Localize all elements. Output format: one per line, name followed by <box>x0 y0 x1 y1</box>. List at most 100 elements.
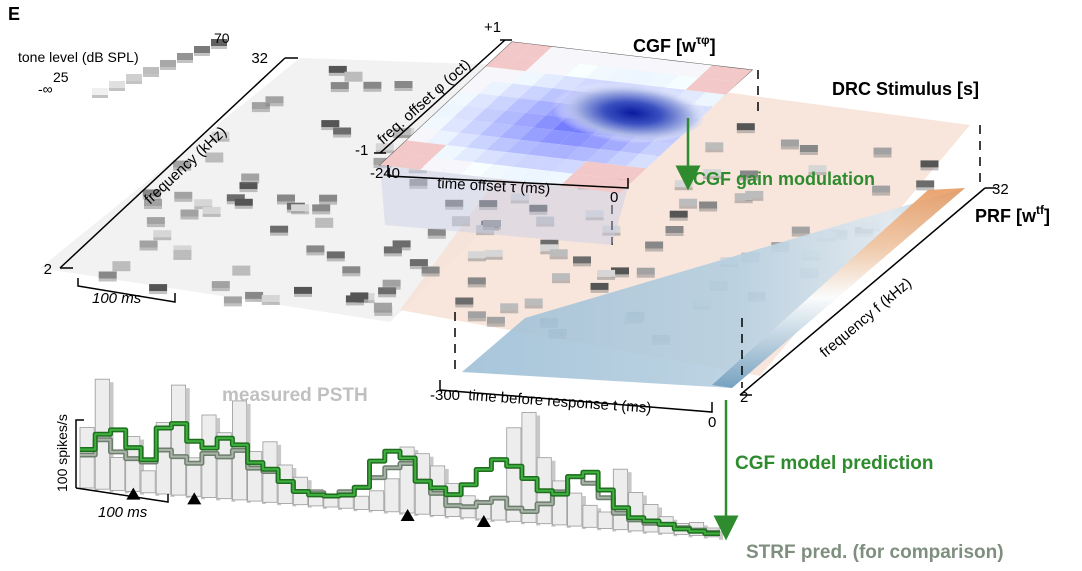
tone-block <box>312 204 331 212</box>
tone-block-side <box>146 224 165 228</box>
tone-block-side <box>205 159 224 163</box>
cgf-cell <box>619 139 653 154</box>
tone-block-side <box>392 247 411 251</box>
tone-block <box>223 296 242 304</box>
cgf-cell <box>479 122 513 138</box>
tone-block-side <box>409 185 428 189</box>
cgf-cell <box>466 135 500 150</box>
psth-bar <box>597 511 613 529</box>
tone-block <box>251 102 270 110</box>
cgf-cell <box>593 163 627 179</box>
tone-block <box>277 194 295 202</box>
tone-block-side <box>373 309 392 313</box>
prf-time-right: 0 <box>708 414 716 431</box>
tone-block <box>330 82 349 90</box>
tone-block <box>705 142 724 150</box>
stimulus-time-scale <box>77 278 176 303</box>
tone-block <box>173 249 192 257</box>
cgf-cell <box>432 103 466 119</box>
tone-block-side <box>306 252 325 256</box>
legend-level-block <box>92 88 108 95</box>
tone-block <box>699 201 718 209</box>
tone-block-side <box>356 300 375 304</box>
tone-block-side <box>392 135 411 139</box>
tone-block <box>665 226 684 233</box>
tone-block <box>144 199 162 206</box>
tone-block-side <box>232 272 251 276</box>
legend-level-block <box>109 81 125 88</box>
cgf-cell <box>566 146 600 162</box>
cgf-cell <box>705 80 739 95</box>
legend-grey-scale <box>92 39 227 98</box>
psth-y-scale <box>75 419 84 488</box>
tone-block-side <box>241 180 260 184</box>
cgf-cell <box>558 49 592 64</box>
tone-block <box>524 298 543 306</box>
psth-bar <box>140 470 156 494</box>
tone-block-side <box>524 305 543 309</box>
tone-block-side <box>98 278 117 282</box>
cgf-cell <box>460 162 494 177</box>
cgf-cell <box>486 95 520 111</box>
cgf-time-axis <box>387 165 629 189</box>
tone-block-side <box>408 170 427 174</box>
tone-block-side <box>328 72 347 76</box>
tone-block-side <box>780 146 799 150</box>
tone-block <box>142 189 161 197</box>
prf-freq-bottom: 2 <box>740 389 748 406</box>
tone-block-side <box>394 88 413 91</box>
tone-block-side <box>791 233 810 237</box>
cgf-title: CGF [wτφ] <box>633 33 716 56</box>
tone-block-side <box>455 304 474 308</box>
tone-block <box>202 206 221 214</box>
tone-block <box>180 209 199 217</box>
tone-block <box>383 246 402 254</box>
tone-block <box>421 266 440 274</box>
cgf-cell <box>439 118 473 133</box>
legend-mid: 25 <box>53 69 69 85</box>
tone-block-side <box>312 211 331 215</box>
tone-block <box>549 249 568 257</box>
cgf-freq-bottom: -1 <box>355 142 368 159</box>
cgf-cell <box>685 77 719 93</box>
tone-block <box>375 143 394 151</box>
psth-time-scale <box>75 487 169 503</box>
tone-block-side <box>590 289 609 293</box>
tone-block <box>486 316 505 324</box>
tone-block-side <box>552 280 570 284</box>
cgf-cell <box>580 176 614 191</box>
cgf-cell <box>413 142 447 158</box>
tone-block <box>455 297 474 305</box>
psth-bar <box>384 478 400 513</box>
tone-block-side <box>319 201 338 205</box>
cgf-freq-top: +1 <box>484 19 501 36</box>
tone-block-side <box>173 167 192 171</box>
tone-block-side <box>679 205 698 209</box>
cgf-cell <box>498 42 532 57</box>
tone-block <box>173 160 192 168</box>
tone-block-side <box>920 167 939 171</box>
tone-block-side <box>315 224 334 228</box>
prf-plane <box>462 188 965 388</box>
tone-block <box>234 198 253 206</box>
legend-max: 70 <box>214 30 230 46</box>
tone-block <box>427 228 446 236</box>
tone-block-side <box>486 323 505 327</box>
tone-block-side <box>383 253 402 257</box>
legend-level-block <box>126 74 142 81</box>
tone-block-side <box>705 149 724 153</box>
tone-block <box>674 180 693 188</box>
tone-block <box>174 191 193 199</box>
tone-block <box>294 286 312 294</box>
tone-block <box>529 204 548 212</box>
cgf-cell <box>459 120 493 136</box>
tone-block <box>194 199 213 207</box>
tone-block <box>363 81 382 89</box>
tone-block <box>328 65 347 73</box>
tone-block-side <box>223 303 242 307</box>
legend-title: tone level (dB SPL) <box>18 49 139 65</box>
prf-time-axis <box>439 380 713 413</box>
tone-block <box>265 96 284 104</box>
tone-block <box>315 217 334 225</box>
legend-level-block <box>194 46 210 53</box>
